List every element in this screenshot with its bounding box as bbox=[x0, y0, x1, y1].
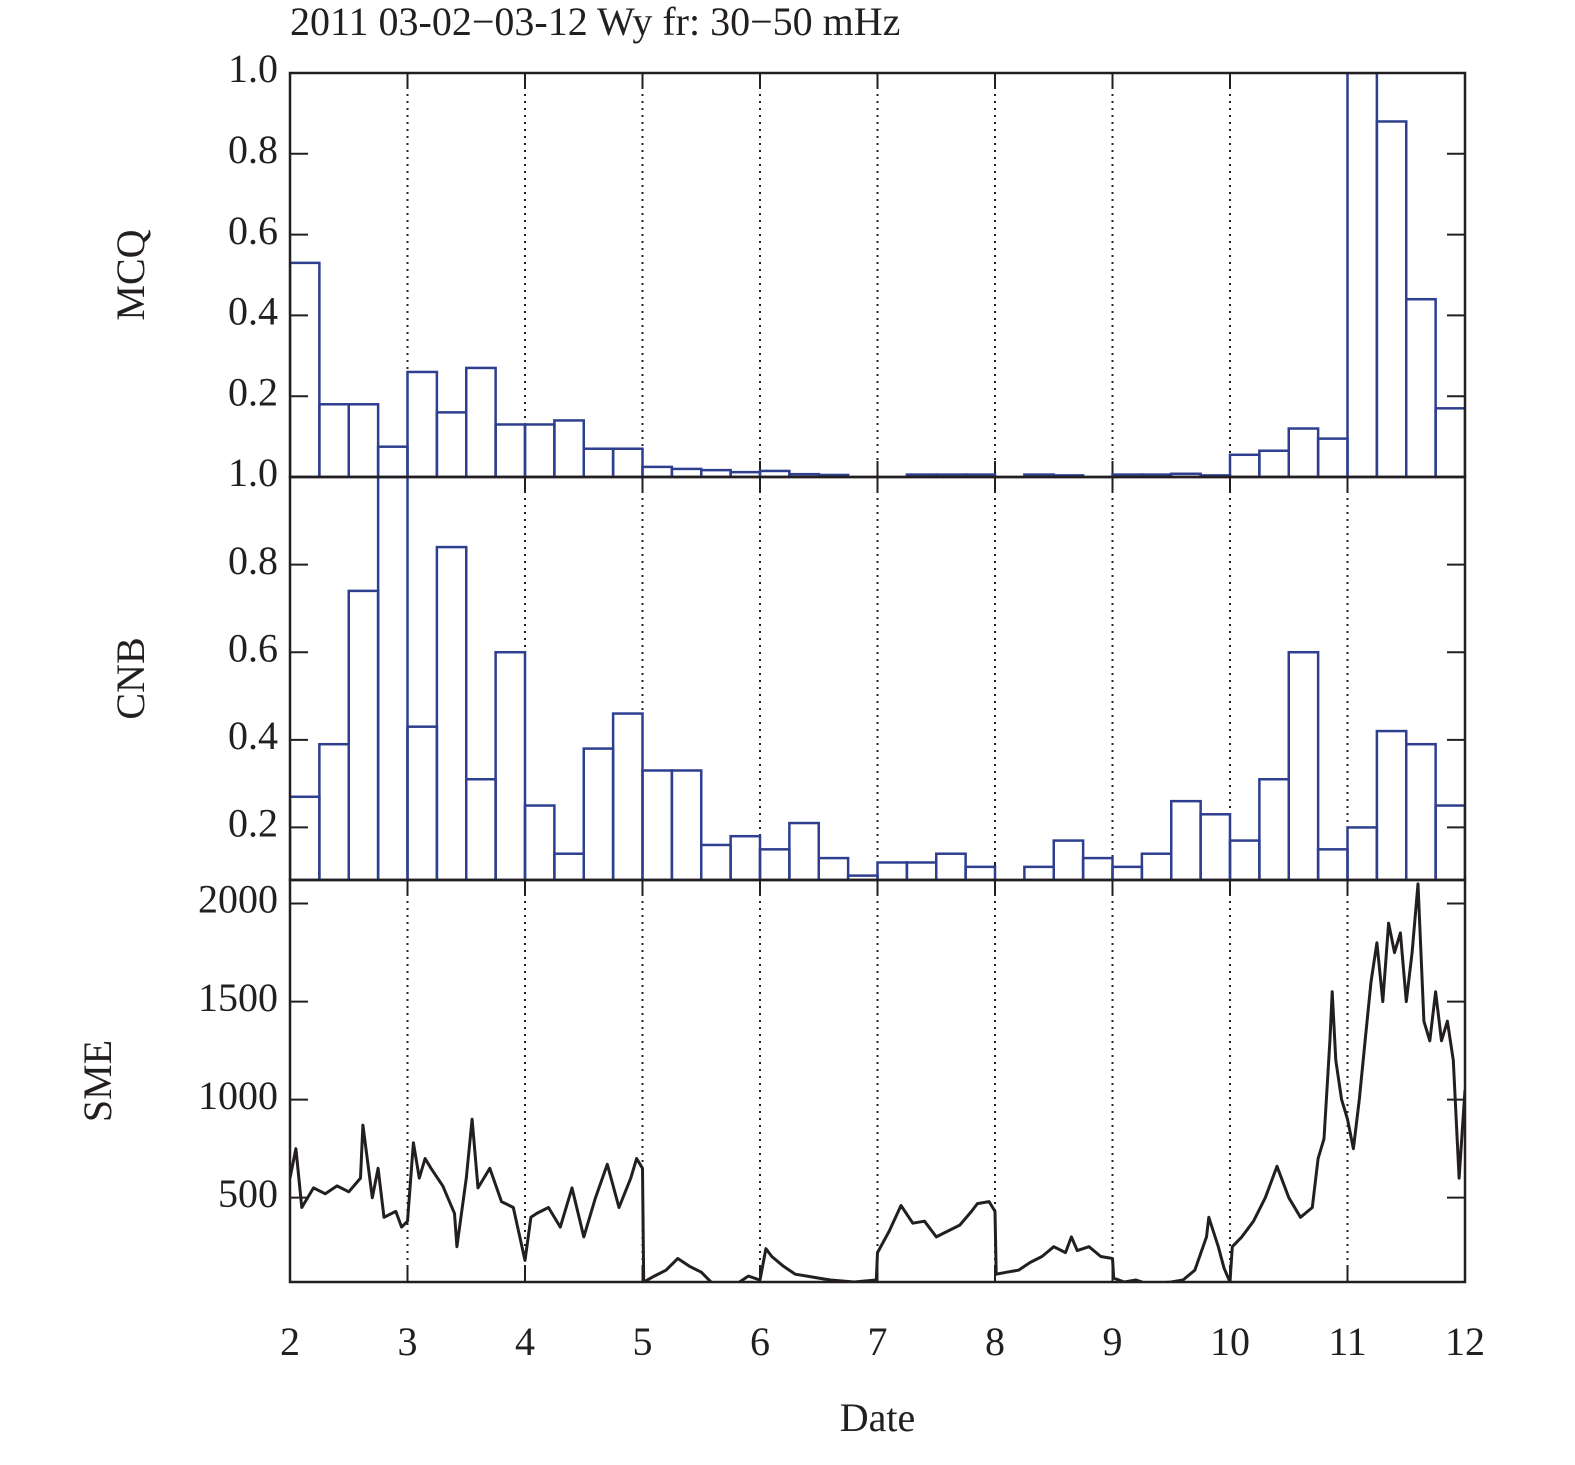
y-tick-label: 0.6 bbox=[228, 625, 278, 670]
bar bbox=[1228, 453, 1261, 477]
y-tick-label: 0.2 bbox=[228, 369, 278, 414]
bar bbox=[1199, 813, 1232, 880]
bar bbox=[347, 403, 380, 477]
y-tick-label: 1.0 bbox=[228, 46, 278, 91]
bar bbox=[817, 856, 850, 880]
bar bbox=[347, 589, 380, 880]
bar bbox=[376, 445, 409, 477]
bar bbox=[435, 545, 468, 880]
bar bbox=[1405, 742, 1437, 880]
x-tick-label: 7 bbox=[868, 1319, 888, 1364]
bar bbox=[611, 447, 644, 477]
bar bbox=[376, 477, 409, 880]
bar bbox=[435, 411, 468, 477]
bar bbox=[876, 861, 909, 880]
bar bbox=[553, 852, 585, 880]
bar bbox=[1346, 73, 1379, 477]
y-tick-label: 1000 bbox=[198, 1073, 278, 1118]
y-tick-label: 0.4 bbox=[228, 289, 278, 334]
bar bbox=[611, 712, 644, 880]
bar bbox=[1287, 427, 1320, 477]
bar bbox=[1023, 865, 1055, 880]
bar bbox=[318, 403, 350, 477]
bar bbox=[1111, 865, 1144, 880]
bar bbox=[758, 848, 791, 880]
bar bbox=[1258, 778, 1290, 880]
bar bbox=[935, 852, 967, 880]
bar bbox=[494, 423, 527, 477]
y-axis-label: SME bbox=[75, 1040, 120, 1122]
bar bbox=[641, 465, 674, 477]
x-tick-label: 9 bbox=[1103, 1319, 1123, 1364]
x-tick-label: 3 bbox=[398, 1319, 418, 1364]
bar bbox=[290, 795, 321, 880]
bar bbox=[1434, 804, 1465, 880]
bar bbox=[1375, 120, 1408, 477]
bar bbox=[465, 366, 497, 477]
x-tick-label: 10 bbox=[1210, 1319, 1250, 1364]
chart-title: 2011 03-02−03-12 Wy fr: 30−50 mHz bbox=[290, 0, 900, 44]
bar bbox=[641, 769, 674, 880]
bar bbox=[670, 769, 703, 880]
bar bbox=[406, 370, 439, 477]
bar bbox=[1375, 729, 1408, 880]
bar bbox=[582, 747, 615, 880]
bar bbox=[1287, 650, 1320, 880]
bar bbox=[729, 834, 762, 880]
y-tick-label: 0.8 bbox=[228, 538, 278, 583]
x-tick-label: 11 bbox=[1328, 1319, 1367, 1364]
bar bbox=[523, 804, 556, 880]
bar bbox=[318, 742, 350, 880]
x-axis-label: Date bbox=[840, 1395, 916, 1440]
plot-area bbox=[290, 882, 1465, 1282]
plot-area bbox=[290, 477, 1465, 880]
y-tick-label: 1500 bbox=[198, 975, 278, 1020]
bar bbox=[1170, 799, 1202, 880]
x-tick-label: 4 bbox=[515, 1319, 535, 1364]
bar bbox=[523, 423, 556, 477]
bar bbox=[1081, 856, 1114, 880]
y-tick-label: 2000 bbox=[198, 877, 278, 922]
bar bbox=[964, 865, 997, 880]
line bbox=[290, 882, 1465, 1282]
y-tick-label: 0.6 bbox=[228, 208, 278, 253]
x-tick-label: 8 bbox=[985, 1319, 1005, 1364]
x-tick-label: 2 bbox=[280, 1319, 300, 1364]
y-tick-label: 0.2 bbox=[228, 801, 278, 846]
bar bbox=[290, 261, 321, 477]
bar bbox=[1346, 826, 1379, 880]
bar bbox=[1316, 437, 1349, 477]
bar bbox=[1434, 407, 1465, 477]
bar bbox=[582, 447, 615, 477]
bar bbox=[1052, 839, 1085, 880]
bar bbox=[1316, 848, 1349, 880]
bar bbox=[406, 725, 439, 880]
y-tick-label: 0.8 bbox=[228, 127, 278, 172]
bar bbox=[788, 821, 820, 880]
x-tick-label: 6 bbox=[750, 1319, 770, 1364]
x-tick-label: 5 bbox=[633, 1319, 653, 1364]
bar bbox=[494, 650, 527, 880]
bar bbox=[905, 861, 938, 880]
bar bbox=[553, 419, 585, 477]
bar bbox=[1228, 839, 1261, 880]
y-tick-label: 500 bbox=[218, 1171, 278, 1216]
bar bbox=[1258, 449, 1290, 477]
bar bbox=[465, 778, 497, 880]
panel-frame bbox=[288, 878, 1467, 1284]
y-tick-label: 1.0 bbox=[228, 450, 278, 495]
y-axis-label: MCQ bbox=[108, 229, 153, 320]
y-tick-label: 0.4 bbox=[228, 713, 278, 758]
y-axis-label: CNB bbox=[108, 637, 153, 719]
bar bbox=[1140, 852, 1173, 880]
bar bbox=[1405, 297, 1437, 477]
x-tick-label: 12 bbox=[1445, 1319, 1485, 1364]
bar bbox=[700, 843, 732, 880]
